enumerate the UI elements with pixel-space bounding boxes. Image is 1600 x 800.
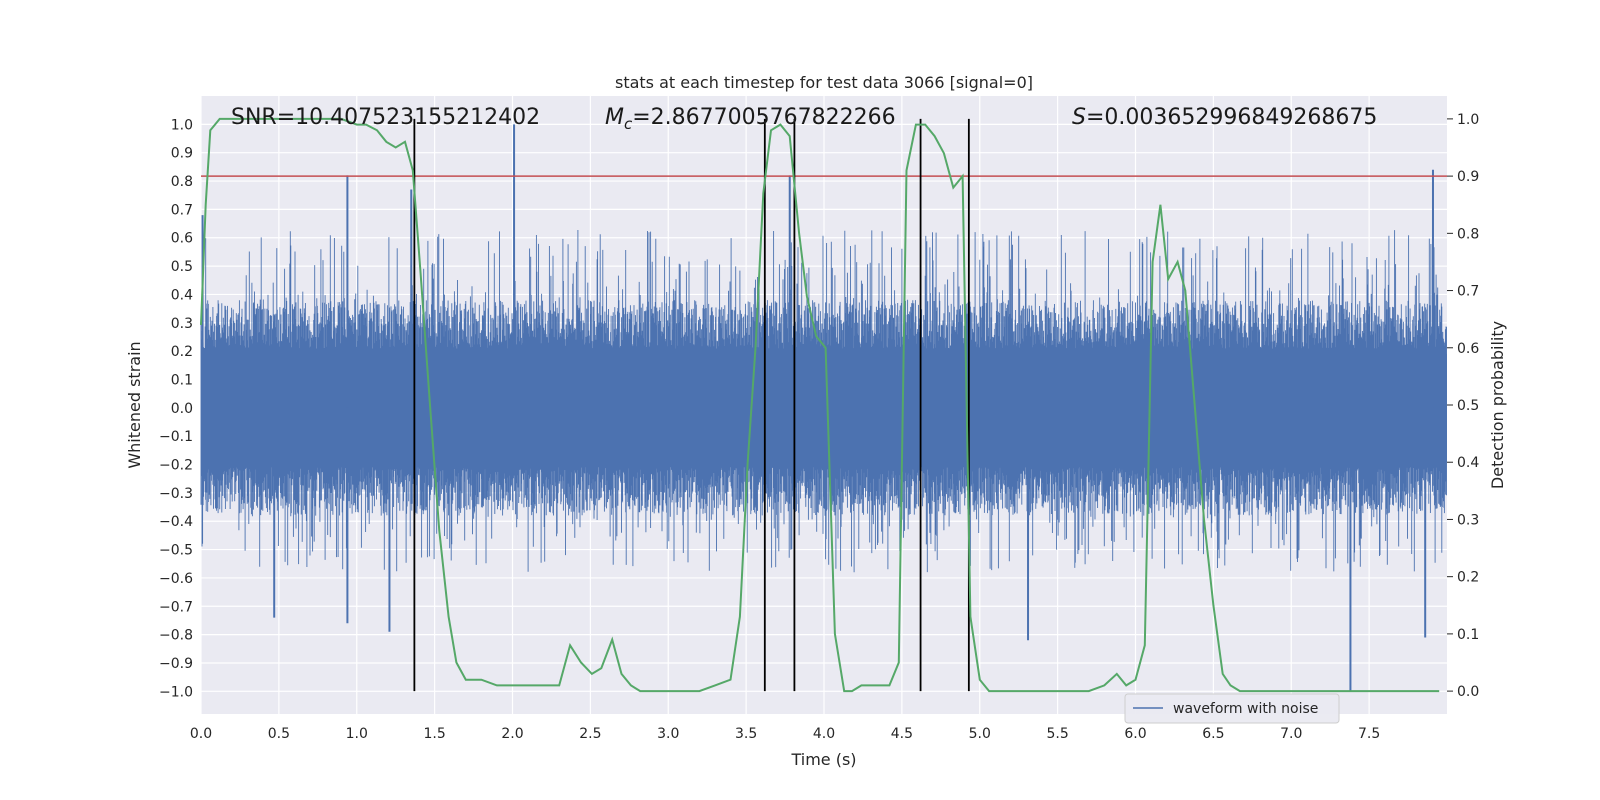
waveform-noise [200,230,1447,573]
x-tick-label: 2.5 [579,726,601,742]
y-right-tick-label: 0.6 [1457,341,1479,357]
y-left-tick-label: −0.1 [159,429,193,445]
x-tick-label: 0.5 [268,726,290,742]
x-tick-label: 6.0 [1124,726,1146,742]
x-tick-label: 7.0 [1280,726,1302,742]
waveform-series [200,124,1447,692]
y-left-tick-label: 0.4 [171,287,193,303]
y-left-tick-label: 0.5 [171,259,193,275]
y-left-tick-label: −0.6 [159,571,193,587]
y-left-tick-label: 0.1 [171,372,193,388]
y-right-tick-label: 0.9 [1457,169,1479,185]
y-left-tick-label: −0.8 [159,628,193,644]
y-left-tick-label: 0.8 [171,174,193,190]
y-left-tick-label: 0.0 [171,401,193,417]
probability-series [200,117,1440,693]
x-tick-label: 0.0 [190,726,212,742]
legend: waveform with noise [1124,693,1340,724]
y-left-tick-label: −0.2 [159,458,193,474]
y-axis-right-label: Detection probability [1488,321,1507,489]
x-tick-label: 3.0 [657,726,679,742]
x-tick-label: 2.0 [501,726,523,742]
y-left-tick-label: 0.2 [171,344,193,360]
x-tick-label: 1.0 [346,726,368,742]
legend-label: waveform with noise [1173,701,1318,717]
y-left-tick-label: −0.9 [159,656,193,672]
vertical-lines [413,118,970,692]
chart-title: stats at each timestep for test data 306… [615,73,1033,92]
x-axis-ticks: 0.0 0.5 1.0 1.5 2.0 2.5 3.0 3.5 4.0 4.5 5.0 5.5 6.0 6… [190,726,1380,742]
x-tick-label: 5.5 [1046,726,1068,742]
y-right-tick-label: 0.2 [1457,570,1479,586]
y-right-tick-label: 0.5 [1457,398,1479,414]
y-axis-right-ticks: 0.0 0.1 0.2 0.3 0.4 0.5 0.6 0.7 0.8 0.9 1.0 [1447,112,1479,700]
x-tick-label: 6.5 [1202,726,1224,742]
x-tick-label: 3.5 [735,726,757,742]
y-left-tick-label: 0.6 [171,231,193,247]
y-left-tick-label: 1.0 [171,117,193,133]
y-left-tick-label: 0.7 [171,202,193,218]
annotation-snr: SNR=10.407523155212402 [231,105,540,130]
y-left-tick-label: −0.5 [159,543,193,559]
y-right-tick-label: 0.8 [1457,226,1479,242]
annotation-mc: Mc=2.8677005767822266 [605,105,896,133]
x-tick-label: 5.0 [969,726,991,742]
annotation-s: S=0.003652996849268675 [1072,105,1377,130]
y-left-tick-label: 0.9 [171,146,193,162]
x-tick-label: 7.5 [1358,726,1380,742]
y-right-tick-label: 0.1 [1457,627,1479,643]
y-right-tick-label: 0.0 [1457,684,1479,700]
y-axis-left-ticks: −1.0 −0.9 −0.8 −0.7 −0.6 −0.5 −0.4 −0.3 −0.2 −0.1… [159,117,193,700]
legend-box [1124,693,1340,724]
y-left-tick-label: −0.3 [159,486,193,502]
y-right-tick-label: 0.7 [1457,284,1479,300]
y-left-tick-label: −1.0 [159,684,193,700]
y-left-tick-label: −0.4 [159,514,193,530]
y-right-tick-label: 1.0 [1457,112,1479,128]
y-left-tick-label: −0.7 [159,599,193,615]
x-tick-label: 4.0 [813,726,835,742]
y-right-tick-label: 0.4 [1457,455,1479,471]
y-right-tick-label: 0.3 [1457,512,1479,528]
x-tick-label: 1.5 [423,726,445,742]
x-axis-label: Time (s) [790,750,856,769]
y-left-tick-label: 0.3 [171,316,193,332]
y-axis-left-label: Whitened strain [125,341,144,468]
x-tick-label: 4.5 [891,726,913,742]
probability-line [200,117,1440,693]
